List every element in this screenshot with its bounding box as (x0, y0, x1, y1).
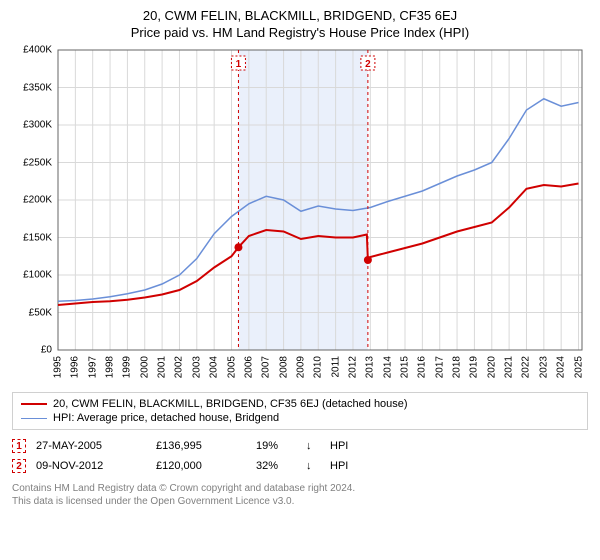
sales-table: 1 27-MAY-2005 £136,995 19% ↓ HPI 2 09-NOV-2012 £… (12, 436, 588, 476)
legend: 20, CWM FELIN, BLACKMILL, BRIDGEND, CF35… (12, 392, 588, 430)
sale-vs: HPI (330, 440, 370, 452)
chart-container: 20, CWM FELIN, BLACKMILL, BRIDGEND, CF35… (0, 0, 600, 516)
sale-vs: HPI (330, 460, 370, 472)
footer-line-1: Contains HM Land Registry data © Crown c… (12, 482, 588, 495)
footer-line-2: This data is licensed under the Open Gov… (12, 495, 588, 508)
chart-subtitle: Price paid vs. HM Land Registry's House … (12, 25, 588, 40)
chart-svg: 12 (12, 46, 588, 386)
sale-marker-dot (364, 256, 372, 264)
legend-label: 20, CWM FELIN, BLACKMILL, BRIDGEND, CF35… (53, 398, 408, 410)
down-arrow-icon: ↓ (306, 460, 320, 472)
legend-label: HPI: Average price, detached house, Brid… (53, 412, 279, 424)
sale-price: £136,995 (156, 440, 246, 452)
chart-area: 12 £0£50K£100K£150K£200K£250K£300K£350K£… (12, 46, 588, 386)
sale-row-marker: 1 (12, 439, 26, 453)
sale-marker-num: 1 (236, 59, 242, 70)
sale-marker-dot (234, 243, 242, 251)
legend-swatch (21, 403, 47, 405)
sale-row: 1 27-MAY-2005 £136,995 19% ↓ HPI (12, 436, 588, 456)
sale-pct: 19% (256, 440, 296, 452)
legend-row: 20, CWM FELIN, BLACKMILL, BRIDGEND, CF35… (21, 397, 579, 411)
sale-pct: 32% (256, 460, 296, 472)
legend-row: HPI: Average price, detached house, Brid… (21, 411, 579, 425)
chart-title: 20, CWM FELIN, BLACKMILL, BRIDGEND, CF35… (12, 8, 588, 23)
sale-marker-num: 2 (365, 59, 371, 70)
legend-swatch (21, 418, 47, 419)
down-arrow-icon: ↓ (306, 440, 320, 452)
sale-date: 27-MAY-2005 (36, 440, 146, 452)
sale-date: 09-NOV-2012 (36, 460, 146, 472)
footer-attribution: Contains HM Land Registry data © Crown c… (12, 482, 588, 508)
sale-price: £120,000 (156, 460, 246, 472)
sale-row: 2 09-NOV-2012 £120,000 32% ↓ HPI (12, 456, 588, 476)
sale-row-marker: 2 (12, 459, 26, 473)
